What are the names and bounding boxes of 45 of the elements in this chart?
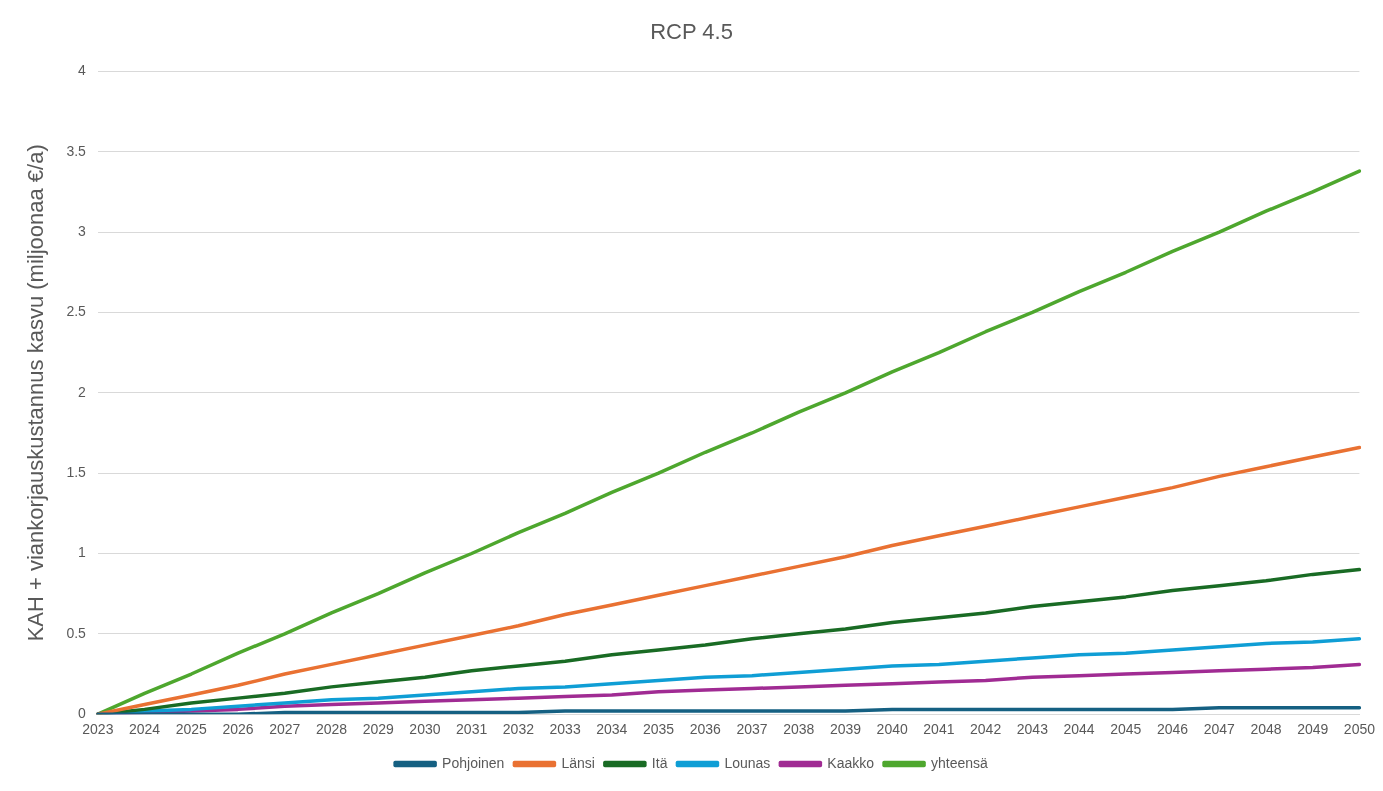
x-tick-label: 2044 — [1063, 721, 1095, 738]
y-tick-label: 2 — [78, 383, 87, 400]
legend-label: yhteensä — [931, 754, 989, 771]
x-tick-label: 2039 — [829, 721, 862, 738]
y-tick-label: 0 — [78, 705, 87, 722]
y-tick-label: 3.5 — [66, 142, 87, 159]
legend-label: Länsi — [561, 754, 595, 771]
x-tick-label: 2033 — [549, 721, 581, 738]
x-tick-label: 2034 — [596, 721, 628, 738]
x-tick-label: 2048 — [1250, 721, 1282, 738]
y-tick-label: 0.5 — [66, 624, 87, 641]
x-tick-label: 2050 — [1343, 721, 1376, 738]
x-tick-label: 2032 — [502, 721, 535, 738]
legend-label: Pohjoinen — [442, 754, 505, 771]
x-tick-label: 2043 — [1016, 721, 1049, 738]
x-tick-label: 2031 — [456, 721, 488, 738]
x-tick-label: 2038 — [783, 721, 815, 738]
x-tick-label: 2025 — [175, 721, 208, 738]
legend-label: Kaakko — [827, 754, 875, 771]
x-tick-label: 2024 — [129, 721, 161, 738]
x-tick-label: 2026 — [222, 721, 254, 738]
x-tick-label: 2035 — [642, 721, 675, 738]
y-tick-label: 2.5 — [66, 303, 87, 320]
chart-title: RCP 4.5 — [650, 19, 733, 45]
legend-label: Itä — [651, 754, 668, 771]
y-tick-label: 3 — [78, 222, 87, 239]
y-tick-label: 1.5 — [66, 464, 87, 481]
x-tick-label: 2049 — [1297, 721, 1329, 738]
x-tick-label: 2045 — [1110, 721, 1142, 738]
legend-label: Lounas — [724, 754, 771, 771]
y-tick-label: 4 — [78, 62, 87, 79]
x-tick-label: 2027 — [269, 721, 301, 738]
x-tick-label: 2040 — [876, 721, 908, 738]
x-tick-label: 2042 — [970, 721, 1002, 738]
x-tick-label: 2041 — [923, 721, 955, 738]
x-tick-label: 2029 — [362, 721, 394, 738]
x-tick-label: 2028 — [315, 721, 348, 738]
x-tick-label: 2037 — [736, 721, 768, 738]
x-tick-label: 2047 — [1203, 721, 1236, 738]
x-tick-label: 2023 — [82, 721, 114, 738]
x-tick-label: 2036 — [689, 721, 722, 738]
x-tick-label: 2046 — [1156, 721, 1189, 738]
y-axis-title: KAH + viankorjauskustannus kasvu (miljoonaa €/a) — [23, 144, 49, 642]
x-tick-label: 2030 — [409, 721, 441, 738]
y-tick-label: 1 — [78, 544, 87, 561]
